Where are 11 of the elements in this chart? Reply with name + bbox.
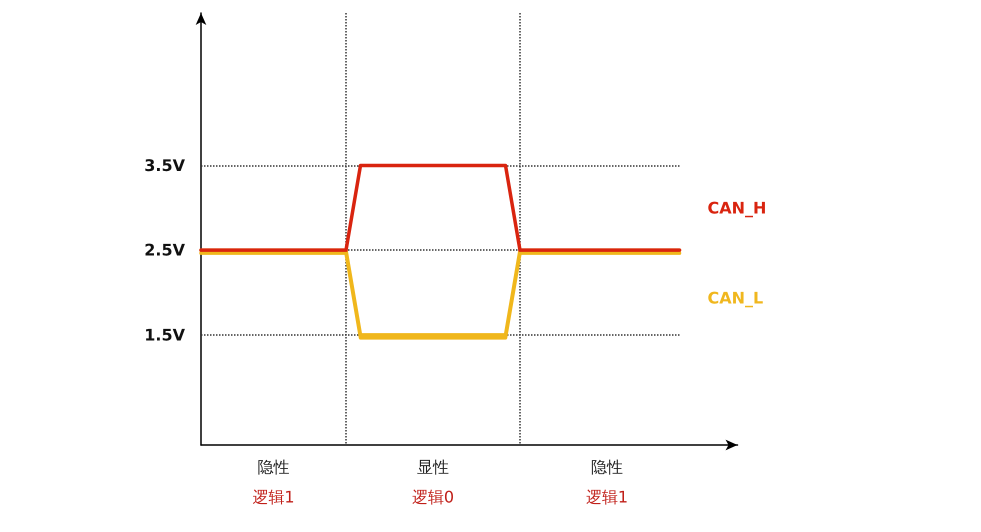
text: 逻辑1 — [586, 488, 628, 506]
x-tick-label: 隐性 — [258, 458, 290, 476]
y-tick-label: 1.5V — [144, 325, 186, 344]
y-tick-label: 3.5V — [144, 156, 186, 175]
y-tick-label: 2.5V — [144, 240, 186, 260]
x-tick-label: 隐性 — [591, 458, 623, 476]
text: 逻辑1 — [252, 488, 295, 506]
x-tick-label: 显性 — [417, 458, 449, 476]
text: CAN_L — [708, 288, 764, 308]
text: 逻辑0 — [412, 488, 454, 506]
text: CAN_H — [708, 198, 766, 218]
